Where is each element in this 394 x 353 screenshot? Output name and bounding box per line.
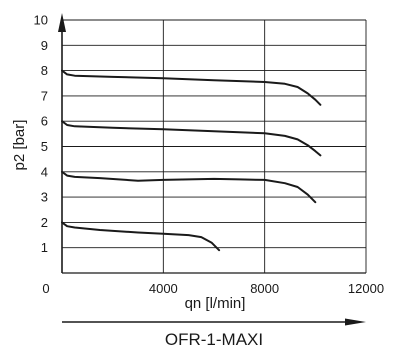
y-axis-title: p2 [bar] [11, 120, 28, 171]
x-axis-title: qn [l/min] [185, 295, 246, 312]
y-tick-label: 8 [41, 63, 48, 78]
flow-arrow-head [345, 318, 366, 326]
y-tick-label: 7 [41, 88, 48, 103]
y-tick-label: 10 [34, 13, 48, 28]
chart-title: OFR-1-MAXI [165, 330, 263, 349]
series-line-2 [61, 120, 322, 157]
y-tick-label: 2 [41, 215, 48, 230]
series-line-4 [61, 221, 221, 252]
x-tick-label: 4000 [149, 281, 178, 296]
y-tick-label: 5 [41, 139, 48, 154]
axes [58, 13, 366, 326]
y-tick-label: 6 [41, 114, 48, 129]
grid [62, 19, 367, 273]
series-line-1 [61, 69, 322, 106]
y-tick-label: 3 [41, 190, 48, 205]
y-tick-label: 9 [41, 38, 48, 53]
y-tick-label: 1 [41, 240, 48, 255]
x-tick-label: 0 [42, 281, 49, 296]
series-line-3 [61, 170, 317, 204]
y-axis-arrow [58, 13, 66, 32]
y-tick-label: 4 [41, 164, 48, 179]
x-tick-label: 12000 [348, 281, 384, 296]
tick-labels: 1 2 3 4 5 6 7 8 9 10 0 4000 8000 12000 [34, 13, 385, 297]
series-group [61, 69, 322, 252]
axis-titles: qn [l/min] p2 [bar] OFR-1-MAXI [11, 120, 263, 349]
x-tick-label: 8000 [250, 281, 279, 296]
